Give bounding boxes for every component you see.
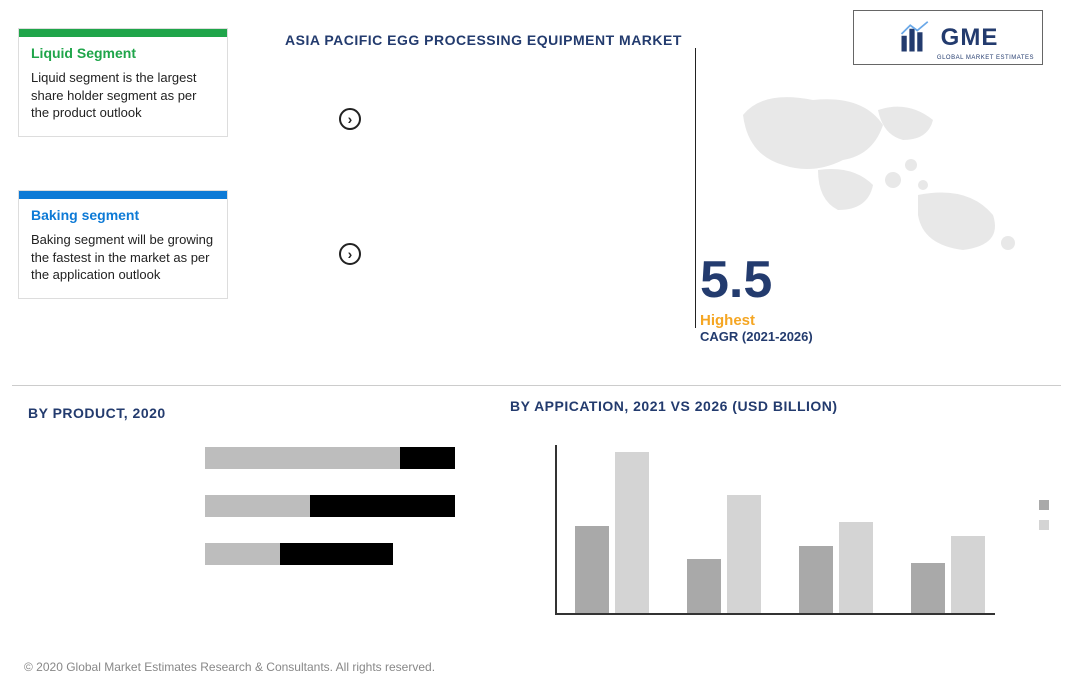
chevron-right-icon xyxy=(339,108,361,130)
card-accent-bar xyxy=(19,191,227,199)
chart-legend xyxy=(1039,500,1055,530)
cagr-highest-label: Highest xyxy=(700,312,813,329)
logo-text: GME xyxy=(941,24,999,52)
card-body: Liquid segment is the largest share hold… xyxy=(19,65,227,136)
vertical-divider xyxy=(695,48,696,328)
asia-pacific-map-icon xyxy=(723,85,1023,255)
infographic-container: { "logo":{"text":"GME","subtitle":"GLOBA… xyxy=(0,0,1073,692)
chevron-right-icon xyxy=(339,243,361,265)
gme-logo: GME GLOBAL MARKET ESTIMATES xyxy=(853,10,1043,65)
legend-swatch xyxy=(1039,520,1049,530)
cagr-block: 5.5 Highest CAGR (2021-2026) xyxy=(700,250,813,344)
logo-icon xyxy=(898,20,933,55)
section-divider xyxy=(12,385,1061,386)
card-title: Liquid Segment xyxy=(19,37,227,65)
legend-item-2026 xyxy=(1039,520,1055,530)
cagr-value: 5.5 xyxy=(700,250,813,310)
section-title-product: BY PRODUCT, 2020 xyxy=(28,405,166,421)
cagr-period-label: CAGR (2021-2026) xyxy=(700,329,813,344)
chart-plot-area xyxy=(555,445,995,615)
section-title-application: BY APPICATION, 2021 VS 2026 (USD BILLION… xyxy=(510,398,838,414)
logo-subtitle: GLOBAL MARKET ESTIMATES xyxy=(937,55,1034,61)
card-title: Baking segment xyxy=(19,199,227,227)
chart-by-product xyxy=(205,445,455,615)
card-baking-segment: Baking segment Baking segment will be gr… xyxy=(18,190,228,299)
copyright-footer: © 2020 Global Market Estimates Research … xyxy=(24,660,435,674)
legend-item-2021 xyxy=(1039,500,1055,510)
legend-swatch xyxy=(1039,500,1049,510)
chart-by-application xyxy=(555,445,995,635)
main-title: ASIA PACIFIC EGG PROCESSING EQUIPMENT MA… xyxy=(285,32,682,48)
card-body: Baking segment will be growing the faste… xyxy=(19,227,227,298)
card-accent-bar xyxy=(19,29,227,37)
card-liquid-segment: Liquid Segment Liquid segment is the lar… xyxy=(18,28,228,137)
